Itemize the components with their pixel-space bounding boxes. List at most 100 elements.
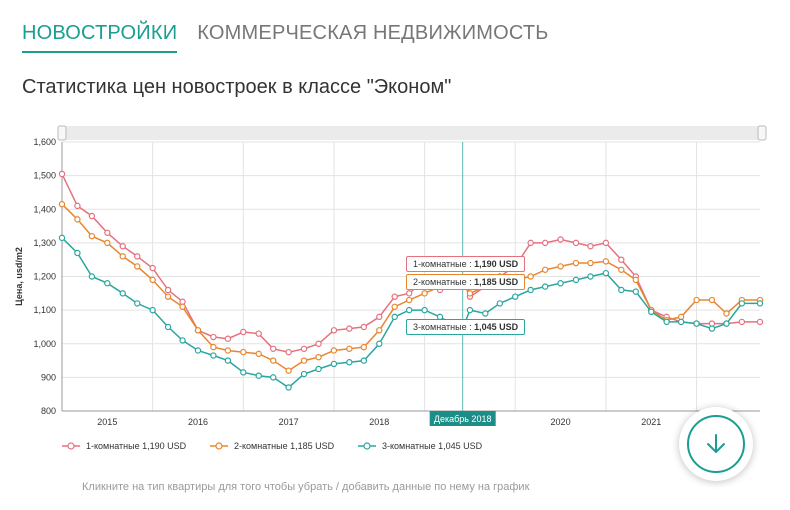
data-point-3room <box>738 300 746 307</box>
data-point-3room <box>149 306 156 314</box>
data-point-1room <box>557 236 564 243</box>
data-point-3room <box>315 365 322 373</box>
data-point-1room <box>405 290 413 297</box>
tooltip-2room-label: 2-комнатные : <box>413 277 475 287</box>
tooltip-1room: 1-комнатные : 1,190 USD <box>406 256 526 272</box>
data-point-2room <box>723 310 730 317</box>
series-line-3room <box>61 237 760 389</box>
data-point-1room <box>360 323 368 331</box>
data-point-2room <box>572 259 580 267</box>
data-point-1room <box>164 286 172 294</box>
data-point-2room <box>632 276 640 284</box>
drag-handle-icon[interactable] <box>757 125 767 141</box>
data-point-3room <box>587 273 594 280</box>
x-tick-label: 2018 <box>369 417 389 427</box>
legend-label: 3-комнатные 1,045 USD <box>382 441 483 451</box>
data-point-3room <box>134 300 141 307</box>
data-point-2room <box>179 303 186 310</box>
data-point-3room <box>756 300 764 307</box>
legend-item-1room[interactable]: 1-комнатные 1,190 USD <box>62 441 187 451</box>
data-point-3room <box>618 286 625 294</box>
data-point-2room <box>58 201 66 208</box>
data-point-3room <box>104 280 111 287</box>
x-tick-label: 2017 <box>279 417 299 427</box>
data-point-3room <box>88 273 96 280</box>
data-point-1room <box>255 330 262 337</box>
legend-item-2room[interactable]: 2-комнатные 1,185 USD <box>210 441 335 451</box>
legend-label: 2-комнатные 1,185 USD <box>234 441 335 451</box>
data-point-3room <box>164 323 172 331</box>
data-point-2room <box>677 313 685 321</box>
y-tick-label: 1,000 <box>33 339 56 349</box>
x-tick-label: 2020 <box>551 417 571 427</box>
data-point-3room <box>179 337 186 344</box>
data-point-1room <box>179 298 186 305</box>
data-point-3room <box>663 318 670 326</box>
data-point-2room <box>149 276 156 284</box>
x-tick-label: 2015 <box>97 417 117 427</box>
data-point-3room <box>541 283 549 290</box>
data-point-2room <box>360 343 368 351</box>
y-tick-label: 1,100 <box>33 305 56 315</box>
data-point-1room <box>756 318 764 326</box>
tooltip-2room: 2-комнатные : 1,185 USD <box>406 274 526 290</box>
data-point-3room <box>119 290 126 297</box>
legend-swatch-marker <box>215 442 223 450</box>
data-point-3room <box>330 360 338 368</box>
y-tick-label: 800 <box>41 406 56 416</box>
data-point-3room <box>572 276 580 284</box>
tooltip-3room-value: 1,045 USD <box>474 322 519 332</box>
data-point-3room <box>723 320 730 327</box>
data-point-1room <box>300 345 308 352</box>
data-point-1room <box>149 264 156 272</box>
x-tick-label: 2016 <box>188 417 208 427</box>
data-point-2room <box>285 367 292 374</box>
legend-swatch-marker <box>363 442 371 450</box>
data-point-3room <box>360 357 368 364</box>
drag-handle-icon[interactable] <box>57 125 67 141</box>
y-tick-label: 1,600 <box>33 137 56 147</box>
data-point-3room <box>58 234 66 242</box>
scroll-down-button[interactable] <box>679 407 753 481</box>
data-point-2room <box>88 232 96 240</box>
data-point-3room <box>255 372 262 379</box>
data-point-1room <box>104 229 111 236</box>
tab-novostroyki[interactable]: НОВОСТРОЙКИ <box>22 22 178 53</box>
data-point-2room <box>134 263 141 270</box>
data-point-2room <box>315 354 322 361</box>
data-point-3room <box>285 384 292 391</box>
crosshair-label: Декабрь 2018 <box>434 414 492 424</box>
data-point-3room <box>405 306 413 314</box>
data-point-2room <box>602 258 610 265</box>
crosshair-label-bg <box>429 411 496 426</box>
data-point-2room <box>708 296 716 304</box>
data-point-3room <box>194 347 202 354</box>
data-point-2room <box>240 348 247 356</box>
data-point-1room <box>602 239 610 247</box>
data-point-2room <box>376 327 383 334</box>
data-point-1room <box>285 348 292 356</box>
data-point-3room <box>421 306 428 314</box>
data-point-1room <box>270 345 277 352</box>
data-point-3room <box>482 310 489 317</box>
page-title: Статистика цен новостроек в классе "Экон… <box>22 76 452 98</box>
tab-commercial[interactable]: КОММЕРЧЕСКАЯ НЕДВИЖИМОСТЬ <box>197 22 549 44</box>
data-point-2room <box>119 253 126 260</box>
data-point-3room <box>346 359 353 366</box>
data-point-3room <box>210 352 217 359</box>
y-tick-label: 1,400 <box>33 204 56 214</box>
data-point-3room <box>391 313 398 321</box>
data-point-1room <box>738 318 746 326</box>
data-point-1room <box>330 327 338 334</box>
data-point-3room <box>240 369 247 376</box>
data-point-1room <box>541 239 549 247</box>
data-point-1room <box>315 340 322 347</box>
y-axis-label: Цена, usd/m2 <box>14 247 24 306</box>
legend-item-3room[interactable]: 3-комнатные 1,045 USD <box>358 441 483 451</box>
data-point-3room <box>270 374 277 381</box>
data-point-3room <box>708 325 716 332</box>
data-point-1room <box>391 293 398 300</box>
data-point-3room <box>602 269 610 277</box>
data-point-1room <box>74 202 81 210</box>
